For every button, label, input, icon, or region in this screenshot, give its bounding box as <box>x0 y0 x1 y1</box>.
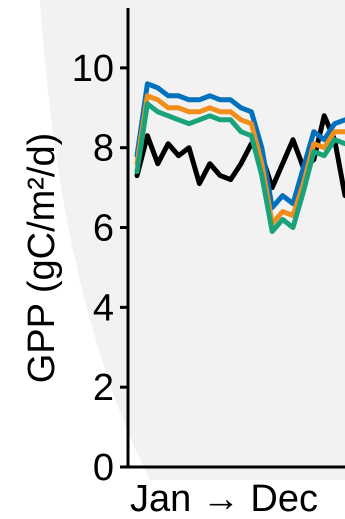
series-line-4 <box>134 101 345 234</box>
y-tick-label: 0 <box>93 447 114 489</box>
x-axis-title: Jan → Dec <box>130 478 318 519</box>
series-layer <box>134 81 345 234</box>
y-tick-label: 10 <box>72 48 114 90</box>
y-axis-title: GPP (gC/m²/d) <box>21 133 63 384</box>
background-decoration <box>40 0 345 480</box>
y-tick-label: 2 <box>93 367 114 409</box>
y-tick-label: 6 <box>93 208 114 250</box>
series-line-2 <box>134 81 345 211</box>
y-tick-label: 4 <box>93 287 114 329</box>
y-tick-label: 8 <box>93 128 114 170</box>
